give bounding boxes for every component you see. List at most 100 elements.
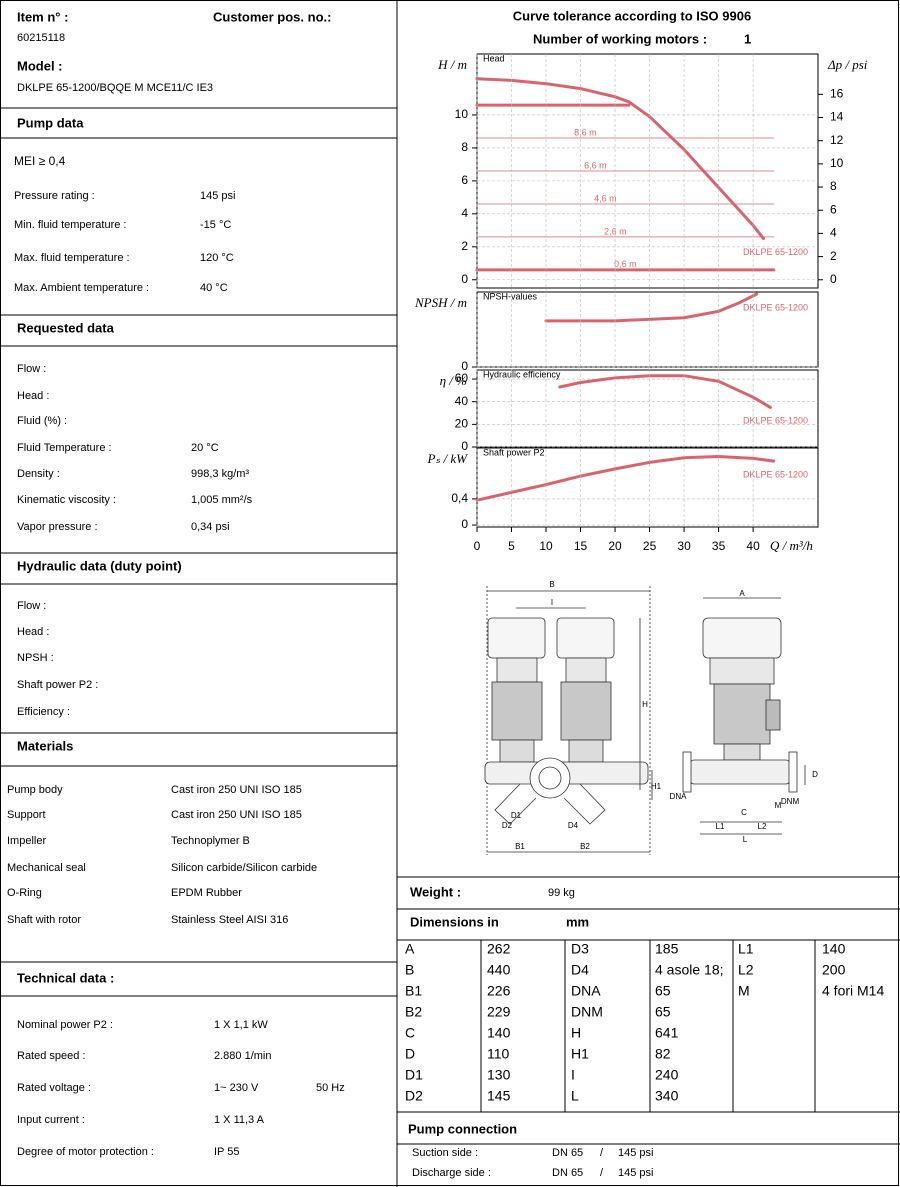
field: Shaft power P2 : bbox=[17, 679, 98, 691]
field: Mechanical seal bbox=[7, 862, 86, 874]
field: MEI ≥ 0,4 bbox=[14, 154, 66, 168]
table-cell: D3 bbox=[571, 941, 589, 957]
series-label: DKLPE 65-1200 bbox=[743, 303, 808, 313]
field: Technoplymer B bbox=[171, 835, 250, 847]
y2-tick-label: 6 bbox=[830, 202, 837, 216]
table-cell: 65 bbox=[655, 983, 671, 999]
dimensions-label: Dimensions in bbox=[410, 914, 499, 929]
y-tick-label: 8 bbox=[461, 140, 468, 154]
field: Vapor pressure : bbox=[17, 521, 98, 533]
field: 0,34 psi bbox=[191, 521, 230, 533]
table-cell: D1 bbox=[405, 1067, 423, 1083]
series-label: 0,6 m bbox=[614, 259, 637, 269]
weight-value: 99 kg bbox=[548, 887, 575, 899]
table-cell: 110 bbox=[487, 1046, 510, 1062]
table-cell: B2 bbox=[405, 1004, 422, 1020]
curves-label: Number of working motors : bbox=[533, 31, 707, 46]
field: Support bbox=[7, 809, 46, 821]
dimension-label: DNM bbox=[781, 797, 800, 806]
y-tick-label: 10 bbox=[455, 107, 469, 121]
table-cell: M bbox=[738, 983, 750, 999]
table-cell: A bbox=[405, 941, 415, 957]
panel-label: Hydraulic efficiency bbox=[483, 369, 561, 379]
dimension-label: DNA bbox=[670, 792, 688, 801]
field: Cast iron 250 UNI ISO 185 bbox=[171, 809, 302, 821]
y2-tick-label: 0 bbox=[830, 272, 837, 286]
table-cell: 4 fori M14 bbox=[822, 983, 884, 999]
x-tick-label: 15 bbox=[574, 539, 588, 553]
dimension-label: D4 bbox=[568, 821, 579, 830]
section-title: Materials bbox=[17, 738, 73, 753]
field: Flow : bbox=[17, 363, 46, 375]
field: Max. fluid temperature : bbox=[14, 252, 130, 264]
field: / bbox=[600, 1167, 604, 1179]
field: 1 X 11,3 A bbox=[214, 1114, 265, 1126]
chart-panel bbox=[476, 369, 819, 448]
pump-drawing-front bbox=[484, 586, 653, 855]
field: Rated speed : bbox=[17, 1050, 86, 1062]
y-tick-label: 4 bbox=[461, 206, 468, 220]
x-tick-label: 0 bbox=[474, 539, 481, 553]
series-label: DKLPE 65-1200 bbox=[743, 469, 808, 479]
y2-tick-label: 4 bbox=[830, 226, 837, 240]
curves-title: Curve tolerance according to ISO 9906 bbox=[513, 8, 751, 23]
table-cell: DNA bbox=[571, 983, 601, 999]
field: Pump body bbox=[7, 784, 63, 796]
y-axis-label: Pₛ / kW bbox=[426, 451, 468, 466]
table-cell: 229 bbox=[487, 1004, 511, 1020]
field-value: DKLPE 65-1200/BQQE M MCE11/C IE3 bbox=[17, 82, 213, 94]
weight-label: Weight : bbox=[410, 884, 461, 899]
table-cell: 340 bbox=[655, 1088, 679, 1104]
field: 1 X 1,1 kW bbox=[214, 1019, 268, 1031]
field: Degree of motor protection : bbox=[17, 1146, 154, 1158]
field: Efficiency : bbox=[17, 706, 70, 718]
field: EPDM Rubber bbox=[171, 887, 242, 899]
x-tick-label: 35 bbox=[712, 539, 726, 553]
field: 1,005 mm²/s bbox=[191, 494, 253, 506]
field: 120 °C bbox=[200, 252, 234, 264]
curve bbox=[544, 292, 759, 323]
field-label: Item n° : bbox=[17, 9, 68, 24]
table-cell: D2 bbox=[405, 1088, 423, 1104]
y-tick-label: 0 bbox=[461, 517, 468, 531]
y2-axis-label: Δp / psi bbox=[827, 57, 868, 72]
field: Silicon carbide/Silicon carbide bbox=[171, 862, 317, 874]
y-tick-label: 20 bbox=[455, 417, 469, 431]
table-cell: I bbox=[571, 1067, 575, 1083]
table-cell: 140 bbox=[487, 1025, 511, 1041]
field-label: Model : bbox=[17, 58, 63, 73]
panel-label: Shaft power P2 bbox=[483, 447, 545, 457]
table-cell: 200 bbox=[822, 962, 846, 978]
field: Fluid (%) : bbox=[17, 415, 67, 427]
series-label: 8,6 m bbox=[574, 127, 597, 137]
field: / bbox=[600, 1147, 604, 1159]
table-cell: 130 bbox=[487, 1067, 511, 1083]
chart-panel bbox=[476, 291, 819, 368]
field: 50 Hz bbox=[316, 1082, 345, 1094]
curves-value: 1 bbox=[744, 31, 751, 46]
y2-tick-label: 14 bbox=[830, 110, 844, 124]
field: O-Ring bbox=[7, 887, 42, 899]
y-tick-label: 0 bbox=[461, 359, 468, 373]
field: Fluid Temperature : bbox=[17, 442, 112, 454]
table-cell: 641 bbox=[655, 1025, 679, 1041]
x-tick-label: 40 bbox=[746, 539, 760, 553]
table-cell: 65 bbox=[655, 1004, 671, 1020]
dimension-label: A bbox=[739, 589, 745, 598]
field: Max. Ambient temperature : bbox=[14, 282, 149, 294]
x-axis-label: Q / m³/h bbox=[770, 538, 813, 553]
dimension-label: L2 bbox=[758, 822, 767, 831]
table-cell: D bbox=[405, 1046, 415, 1062]
table-cell: C bbox=[405, 1025, 415, 1041]
table-cell: 82 bbox=[655, 1046, 671, 1062]
y-tick-label: 6 bbox=[461, 173, 468, 187]
field: Shaft with rotor bbox=[7, 914, 81, 926]
field: Nominal power P2 : bbox=[17, 1019, 113, 1031]
series-label: DKLPE 65-1200 bbox=[743, 416, 808, 426]
table-cell: L2 bbox=[738, 962, 754, 978]
y2-tick-label: 16 bbox=[830, 87, 844, 101]
field: Stainless Steel AISI 316 bbox=[171, 914, 288, 926]
field: 145 psi bbox=[618, 1167, 653, 1179]
section-title: Technical data : bbox=[17, 970, 114, 985]
table-cell: 4 asole 18; bbox=[655, 962, 724, 978]
